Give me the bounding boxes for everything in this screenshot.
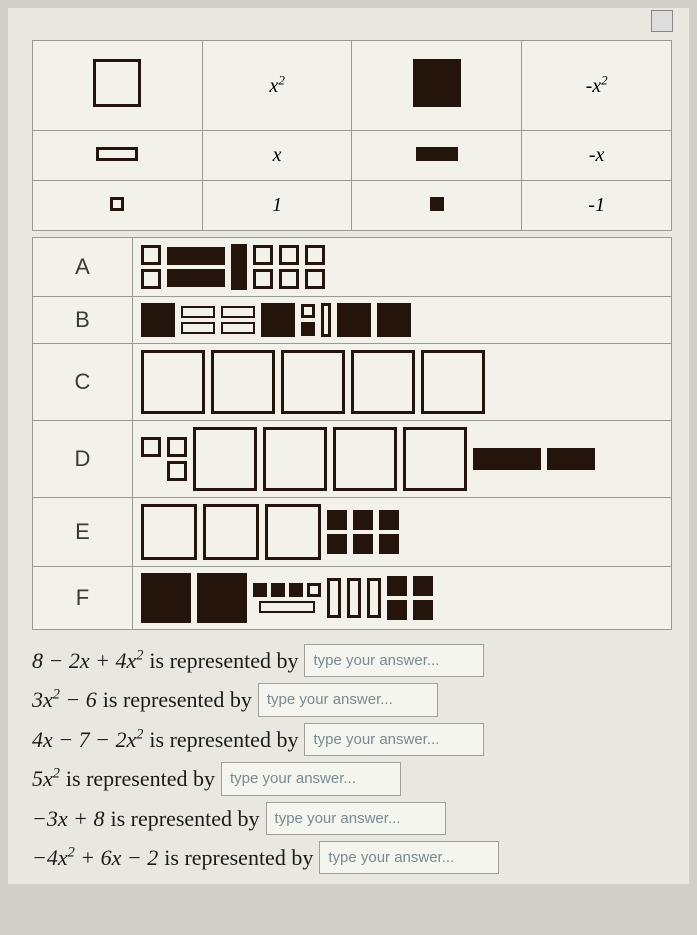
- legend-label: -x2: [586, 75, 608, 97]
- option-c-tiles: [141, 350, 663, 414]
- question-expression: 8 − 2x + 4x2: [32, 642, 143, 679]
- answer-input[interactable]: type your answer...: [221, 762, 401, 796]
- question-tail: is represented by: [110, 800, 259, 837]
- option-e-tiles: [141, 504, 663, 560]
- tile-x2-negative-icon: [413, 59, 461, 107]
- legend-row-x: x -x: [33, 131, 672, 181]
- option-row-c: C: [33, 344, 672, 421]
- option-row-d: D: [33, 421, 672, 498]
- answer-input[interactable]: type your answer...: [266, 802, 446, 836]
- question-row: 4x − 7 − 2x2 is represented by type your…: [32, 721, 683, 758]
- question-row: −3x + 8 is represented by type your answ…: [32, 800, 683, 837]
- legend-label: x: [273, 144, 282, 166]
- legend-label: -1: [588, 194, 605, 216]
- options-table: A B: [32, 237, 672, 630]
- question-expression: −3x + 8: [32, 800, 104, 837]
- option-label: F: [76, 585, 89, 610]
- question-row: 8 − 2x + 4x2 is represented by type your…: [32, 642, 683, 679]
- tile-x-positive-icon: [96, 147, 138, 161]
- question-list: 8 − 2x + 4x2 is represented by type your…: [32, 642, 683, 876]
- answer-input[interactable]: type your answer...: [304, 644, 484, 678]
- option-row-b: B: [33, 297, 672, 344]
- legend-label: 1: [272, 194, 282, 216]
- option-label: D: [75, 446, 91, 471]
- option-b-tiles: [141, 303, 663, 337]
- tile-1-negative-icon: [430, 197, 444, 211]
- question-tail: is represented by: [103, 681, 252, 718]
- question-tail: is represented by: [164, 839, 313, 876]
- question-expression: −4x2 + 6x − 2: [32, 839, 158, 876]
- option-f-tiles: [141, 573, 663, 623]
- question-expression: 5x2: [32, 760, 60, 797]
- legend-table: x2 -x2 x -x 1 -1: [32, 40, 672, 231]
- option-row-a: A: [33, 238, 672, 297]
- question-tail: is represented by: [66, 760, 215, 797]
- tile-1-positive-icon: [110, 197, 124, 211]
- option-label: E: [75, 519, 90, 544]
- answer-input[interactable]: type your answer...: [319, 841, 499, 875]
- legend-label: x2: [269, 75, 284, 97]
- question-row: −4x2 + 6x − 2 is represented by type you…: [32, 839, 683, 876]
- question-tail: is represented by: [149, 642, 298, 679]
- help-badge[interactable]: [651, 10, 673, 32]
- option-label: C: [75, 369, 91, 394]
- option-row-e: E: [33, 498, 672, 567]
- question-tail: is represented by: [149, 721, 298, 758]
- option-label: A: [75, 254, 90, 279]
- option-label: B: [75, 307, 90, 332]
- answer-input[interactable]: type your answer...: [258, 683, 438, 717]
- option-a-tiles: [141, 244, 663, 290]
- question-row: 3x2 − 6 is represented by type your answ…: [32, 681, 683, 718]
- question-expression: 4x − 7 − 2x2: [32, 721, 143, 758]
- option-row-f: F: [33, 567, 672, 630]
- tile-x2-positive-icon: [93, 59, 141, 107]
- question-expression: 3x2 − 6: [32, 681, 97, 718]
- answer-input[interactable]: type your answer...: [304, 723, 484, 757]
- legend-label: -x: [589, 144, 605, 166]
- option-d-tiles: [141, 427, 663, 491]
- legend-row-1: 1 -1: [33, 181, 672, 231]
- question-row: 5x2 is represented by type your answer..…: [32, 760, 683, 797]
- legend-row-x2: x2 -x2: [33, 41, 672, 131]
- tile-x-negative-icon: [416, 147, 458, 161]
